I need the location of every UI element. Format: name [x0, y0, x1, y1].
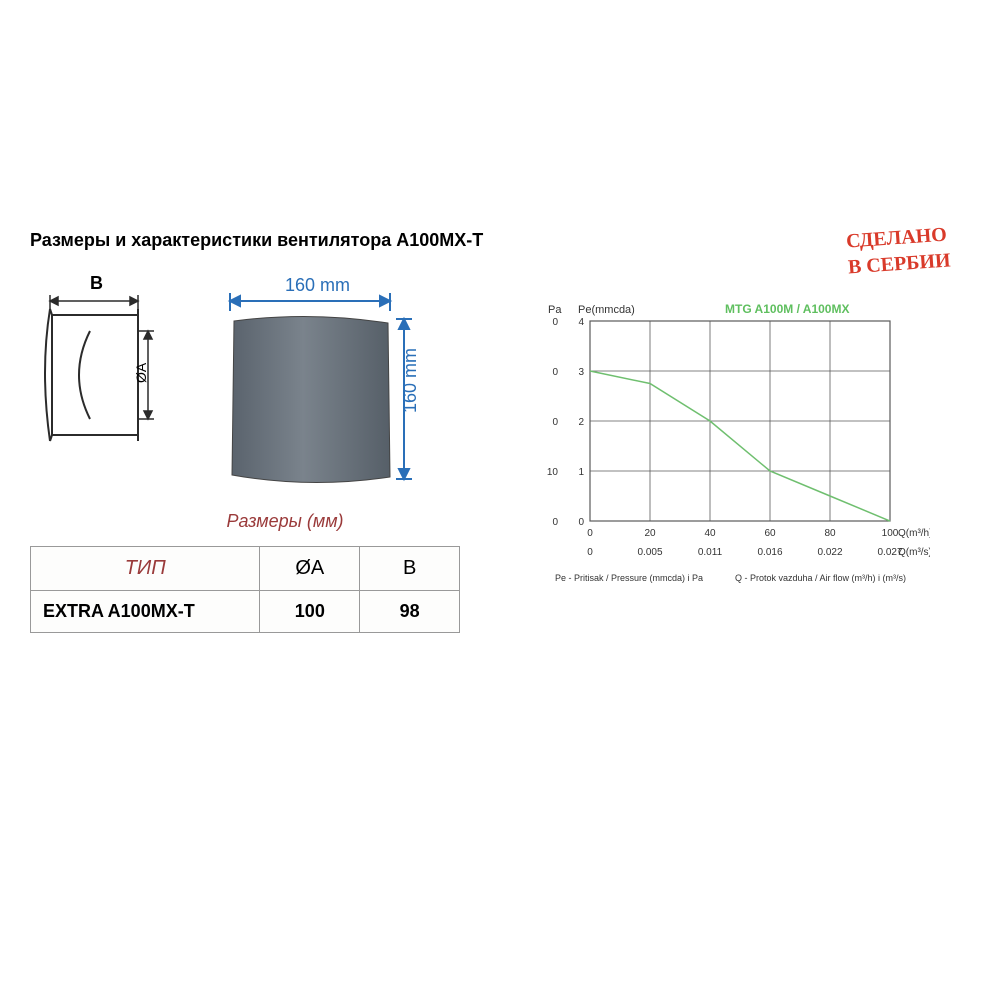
dimensions-caption: Размеры (мм) [90, 511, 480, 532]
svg-text:4: 4 [578, 317, 584, 328]
table-row: EXTRA A100МХ-Т 100 98 [31, 591, 460, 633]
svg-text:40: 40 [704, 528, 716, 539]
cell-name: EXTRA A100МХ-Т [31, 591, 260, 633]
svg-text:20: 20 [644, 528, 656, 539]
col-type: ТИП [31, 547, 260, 591]
svg-text:3: 3 [578, 367, 584, 378]
svg-text:0: 0 [552, 367, 558, 378]
svg-text:100: 100 [882, 528, 899, 539]
svg-text:0.011: 0.011 [698, 547, 723, 558]
svg-text:0.005: 0.005 [637, 547, 662, 558]
svg-text:0.022: 0.022 [817, 547, 842, 558]
made-in-stamp: СДЕЛАНО В СЕРБИИ [846, 221, 952, 280]
front-view-diagram: 160 mm 160 mm [180, 271, 450, 501]
svg-text:0: 0 [587, 547, 593, 558]
x1-label: Q(m³/h) [898, 528, 930, 539]
col-oa: ØA [260, 547, 360, 591]
label-oa: ØA [133, 362, 149, 383]
svg-text:0.016: 0.016 [757, 547, 782, 558]
chart-title: MTG A100M / A100MX [725, 302, 849, 316]
cell-oa: 100 [260, 591, 360, 633]
x2-label: Q(m³/s) [898, 547, 930, 558]
cell-b: 98 [360, 591, 460, 633]
footer-right: Q - Protok vazduha / Air flow (m³/h) i (… [735, 573, 906, 583]
svg-text:80: 80 [824, 528, 836, 539]
performance-chart: Pa Pe(mmcda) MTG A100M / A100MX Q(m³/h) … [500, 291, 930, 591]
svg-text:1: 1 [578, 467, 584, 478]
svg-text:0.027: 0.027 [877, 547, 902, 558]
y2-label: Pe(mmcda) [578, 304, 635, 316]
page-title: Размеры и характеристики вентилятора A10… [30, 230, 970, 251]
svg-text:0: 0 [578, 517, 584, 528]
svg-text:0: 0 [552, 517, 558, 528]
label-width: 160 mm [285, 275, 350, 295]
col-b: B [360, 547, 460, 591]
svg-text:0: 0 [587, 528, 593, 539]
svg-text:0: 0 [552, 317, 558, 328]
side-view-diagram: B [30, 271, 170, 471]
footer-left: Pe - Pritisak / Pressure (mmcda) i Pa [555, 573, 703, 583]
svg-text:10: 10 [547, 467, 559, 478]
svg-text:2: 2 [578, 417, 584, 428]
svg-text:0: 0 [552, 417, 558, 428]
svg-text:60: 60 [764, 528, 776, 539]
y1-label: Pa [548, 304, 562, 316]
label-b: B [90, 273, 103, 293]
spec-table: ТИП ØA B EXTRA A100МХ-Т 100 98 [30, 546, 460, 633]
